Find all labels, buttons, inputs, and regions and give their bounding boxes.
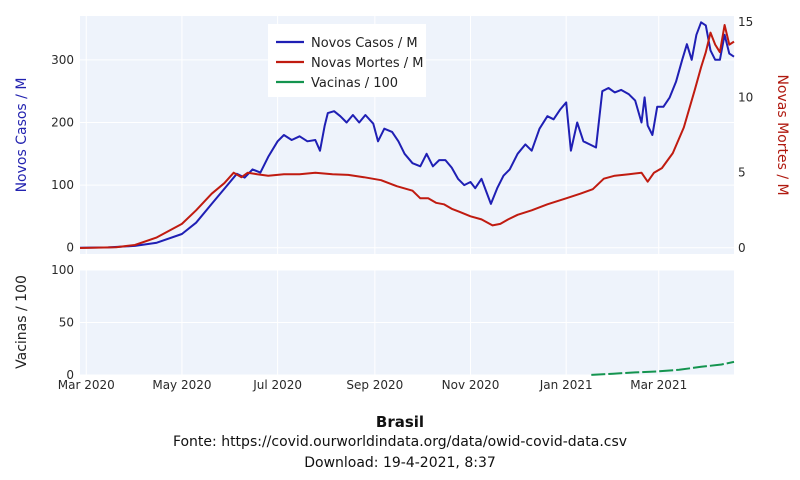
left-y-axis-title: Novos Casos / M	[14, 78, 30, 193]
left-y-tick-label: 0	[66, 241, 74, 255]
left-y-tick-label: 200	[51, 115, 74, 129]
top-right-tick-labels: 0 5 10 15	[738, 15, 753, 255]
right-y-tick-label: 5	[738, 166, 746, 180]
bottom-y-axis-title: Vacinas / 100	[14, 275, 30, 369]
x-tick-label: May 2020	[152, 378, 211, 392]
bottom-y-tick-label: 100	[51, 263, 74, 277]
x-tick-label: Sep 2020	[346, 378, 403, 392]
data-source-text: Fonte: https://covid.ourworldindata.org/…	[172, 434, 628, 450]
bottom-y-tick-label: 50	[59, 316, 74, 330]
bottom-series-lines	[591, 360, 735, 376]
right-y-axis-title: Novas Mortes / M	[774, 74, 790, 195]
chart-title: Brasil	[375, 413, 425, 431]
vaccines-series-line	[591, 360, 735, 376]
right-y-tick-label: 10	[738, 90, 753, 104]
legend-label: Novos Casos / M	[311, 36, 418, 51]
legend-box	[268, 24, 426, 97]
top-series-lines	[79, 21, 735, 249]
x-tick-label: Jan 2021	[539, 378, 593, 392]
x-tick-label: Jul 2020	[252, 378, 302, 392]
left-y-tick-label: 100	[51, 178, 74, 192]
legend-label: Novas Mortes / M	[311, 56, 424, 71]
left-y-tick-label: 300	[51, 53, 74, 67]
deaths-series-line	[79, 24, 735, 249]
bottom-y-tick-label: 0	[66, 368, 74, 382]
legend-label: Vacinas / 100	[311, 76, 398, 91]
x-tick-labels: Mar 2020 May 2020 Jul 2020 Sep 2020 Nov 2020…	[58, 378, 687, 392]
cases-series-line	[79, 21, 735, 249]
legend: Novos Casos / M Novas Mortes / M Vacinas /…	[268, 24, 426, 97]
x-tick-label: Nov 2020	[442, 378, 500, 392]
right-y-tick-label: 15	[738, 15, 753, 29]
top-left-tick-labels: 0 100 200 300	[51, 53, 74, 255]
x-tick-label: Mar 2020	[58, 378, 115, 392]
bottom-gridlines	[80, 269, 734, 376]
download-timestamp: Download: 19-4-2021, 8:37	[304, 455, 496, 471]
right-y-tick-label: 0	[738, 241, 746, 255]
bottom-tick-labels: 0 50 100	[51, 263, 74, 382]
x-tick-label: Mar 2021	[630, 378, 687, 392]
